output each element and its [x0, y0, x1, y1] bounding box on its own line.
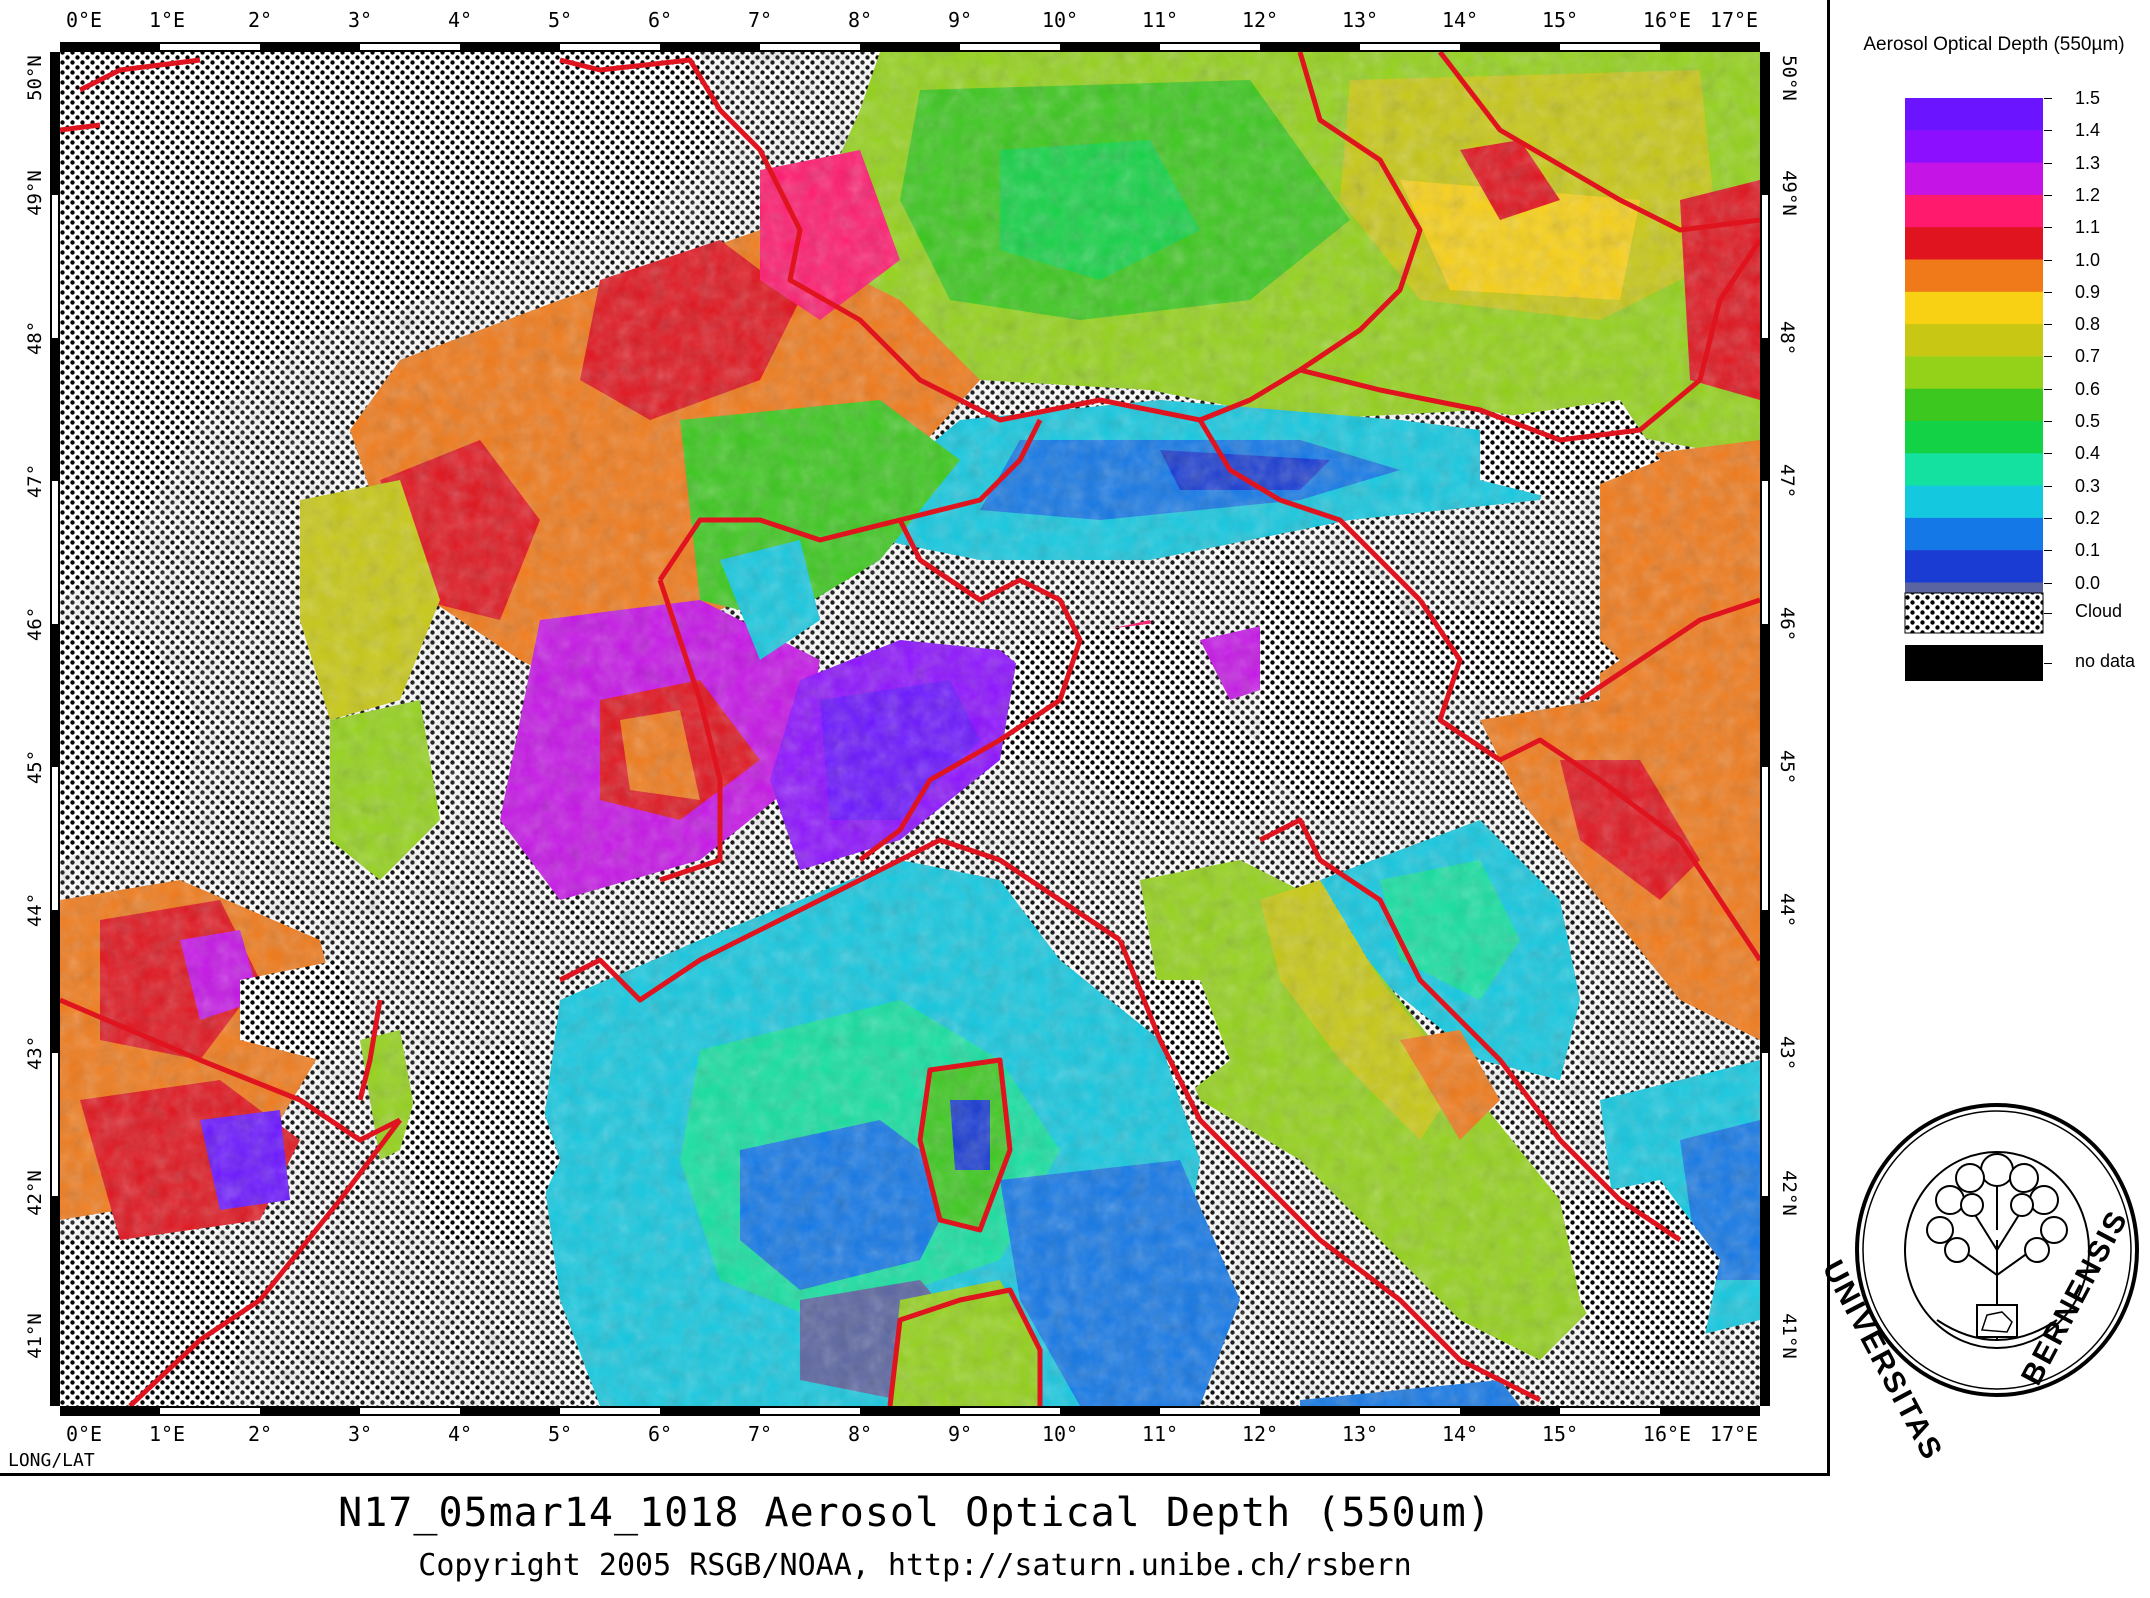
- legend-value-label: 0.8: [2075, 314, 2101, 335]
- longitude-tick-top: 12°: [1241, 8, 1279, 32]
- map-graticule-bars: [50, 42, 1770, 1416]
- legend-value-label: 0.7: [2075, 346, 2101, 367]
- longitude-tick-top: 11°: [1141, 8, 1179, 32]
- map-frame: [0, 0, 1830, 1476]
- legend-value-label: 0.4: [2075, 443, 2101, 464]
- longitude-tick-bottom: 7°: [747, 1422, 773, 1446]
- latitude-tick-left: 42°N: [23, 1170, 46, 1216]
- legend-swatch: [1905, 130, 2043, 164]
- longitude-tick-top: 14°: [1441, 8, 1479, 32]
- legend-swatch: [1905, 324, 2043, 357]
- long-lat-label: LONG/LAT: [8, 1450, 95, 1471]
- legend-value-label: 1.1: [2075, 217, 2101, 238]
- legend-value-label: 0.1: [2075, 540, 2101, 561]
- latitude-tick-left: 41°N: [23, 1313, 46, 1359]
- longitude-tick-top: 2°: [247, 8, 273, 32]
- legend-value-label: 1.3: [2075, 152, 2101, 173]
- longitude-tick-bottom: 2°: [247, 1422, 273, 1446]
- copyright-text: Copyright 2005 RSGB/NOAA, http://saturn.…: [418, 1548, 1412, 1583]
- longitude-tick-top: 7°: [747, 8, 773, 32]
- longitude-tick-bottom: 4°: [447, 1422, 473, 1446]
- legend-value-label: 0.0: [2075, 572, 2101, 593]
- longitude-tick-bottom: 15°: [1541, 1422, 1579, 1446]
- longitude-tick-bottom: 11°: [1141, 1422, 1179, 1446]
- legend-swatch: [1905, 421, 2043, 454]
- latitude-tick-left: 45°: [24, 749, 47, 785]
- longitude-tick-bottom: 9°: [947, 1422, 973, 1446]
- legend-swatch: [1905, 98, 2043, 131]
- longitude-tick-bottom: 14°: [1441, 1422, 1479, 1446]
- longitude-tick-top: 6°: [647, 8, 673, 32]
- legend-swatch: [1905, 356, 2043, 390]
- map-title: N17_05mar14_1018 Aerosol Optical Depth (…: [338, 1490, 1492, 1536]
- longitude-tick-bottom: 3°: [347, 1422, 373, 1446]
- longitude-tick-top: 17°E: [1709, 8, 1759, 32]
- legend-swatch: [1905, 517, 2043, 551]
- legend-cloud-swatch: [1904, 592, 2044, 634]
- longitude-tick-bottom: 16°E: [1642, 1422, 1692, 1446]
- longitude-tick-top: 1°E: [148, 8, 186, 32]
- legend-value-label: 0.5: [2075, 411, 2101, 431]
- longitude-tick-bottom: 10°: [1041, 1422, 1079, 1446]
- longitude-tick-bottom: 6°: [647, 1422, 673, 1446]
- legend-cloud-label: Cloud: [2075, 601, 2123, 621]
- longitude-tick-top: 16°E: [1642, 8, 1692, 32]
- longitude-tick-top: 15°: [1541, 8, 1579, 32]
- legend-value-label: 1.5: [2075, 88, 2101, 108]
- legend-swatch: [1905, 485, 2043, 519]
- legend-swatch: [1905, 291, 2043, 325]
- legend-value-label: 0.6: [2075, 378, 2101, 399]
- legend-value-label: 1.4: [2075, 120, 2101, 141]
- longitude-tick-bottom: 1°E: [148, 1422, 186, 1446]
- latitude-tick-right: 41°N: [1777, 1313, 1800, 1359]
- longitude-tick-top: 10°: [1041, 8, 1079, 32]
- legend-title: Aerosol Optical Depth (550µm): [1863, 34, 2125, 55]
- longitude-tick-top: 13°: [1341, 8, 1379, 32]
- latitude-tick-right: 43°: [1776, 1035, 1799, 1071]
- longitude-tick-top: 9°: [947, 8, 973, 32]
- aerosol-map: [50, 42, 1770, 1416]
- legend-nodata-swatch: [1905, 645, 2043, 681]
- longitude-tick-top: 8°: [847, 8, 873, 32]
- longitude-tick-top: 4°: [447, 8, 473, 32]
- legend-colorbar: [1904, 98, 2044, 681]
- country-borders: [60, 52, 1760, 1406]
- longitude-tick-bottom: 8°: [847, 1422, 873, 1446]
- longitude-tick-bottom: 12°: [1241, 1422, 1279, 1446]
- longitude-tick-top: 5°: [547, 8, 573, 32]
- longitude-tick-bottom: 13°: [1341, 1422, 1379, 1446]
- legend-swatch: [1905, 227, 2043, 260]
- latitude-tick-right: 45°: [1776, 749, 1799, 785]
- legend-nodata-label: no data: [2075, 651, 2136, 671]
- legend-swatch: [1905, 550, 2043, 583]
- latitude-tick-left: 44°: [24, 892, 47, 928]
- legend-swatch: [1905, 259, 2043, 293]
- latitude-tick-right: 42°N: [1777, 1170, 1800, 1216]
- latitude-tick-right: 44°: [1776, 892, 1799, 928]
- latitude-tick-left: 43°: [24, 1035, 47, 1071]
- university-seal-tree-icon: [1855, 1103, 2139, 1397]
- legend-swatch: [1905, 194, 2043, 228]
- legend-value-label: 0.9: [2075, 281, 2101, 302]
- legend-value-label: 1.2: [2075, 184, 2101, 205]
- legend-value-label: 0.2: [2075, 507, 2101, 528]
- longitude-tick-bottom: 0°E: [65, 1422, 103, 1446]
- longitude-tick-top: 3°: [347, 8, 373, 32]
- legend-swatch: [1905, 453, 2043, 487]
- legend-swatch: [1905, 388, 2043, 422]
- legend-swatch: [1905, 162, 2043, 196]
- legend-value-label: 1.0: [2075, 249, 2101, 270]
- cloud-patches: [60, 52, 1720, 1406]
- longitude-tick-bottom: 17°E: [1709, 1422, 1759, 1446]
- longitude-tick-top: 0°E: [65, 8, 103, 32]
- longitude-tick-bottom: 5°: [547, 1422, 573, 1446]
- legend-value-label: 0.3: [2075, 475, 2101, 496]
